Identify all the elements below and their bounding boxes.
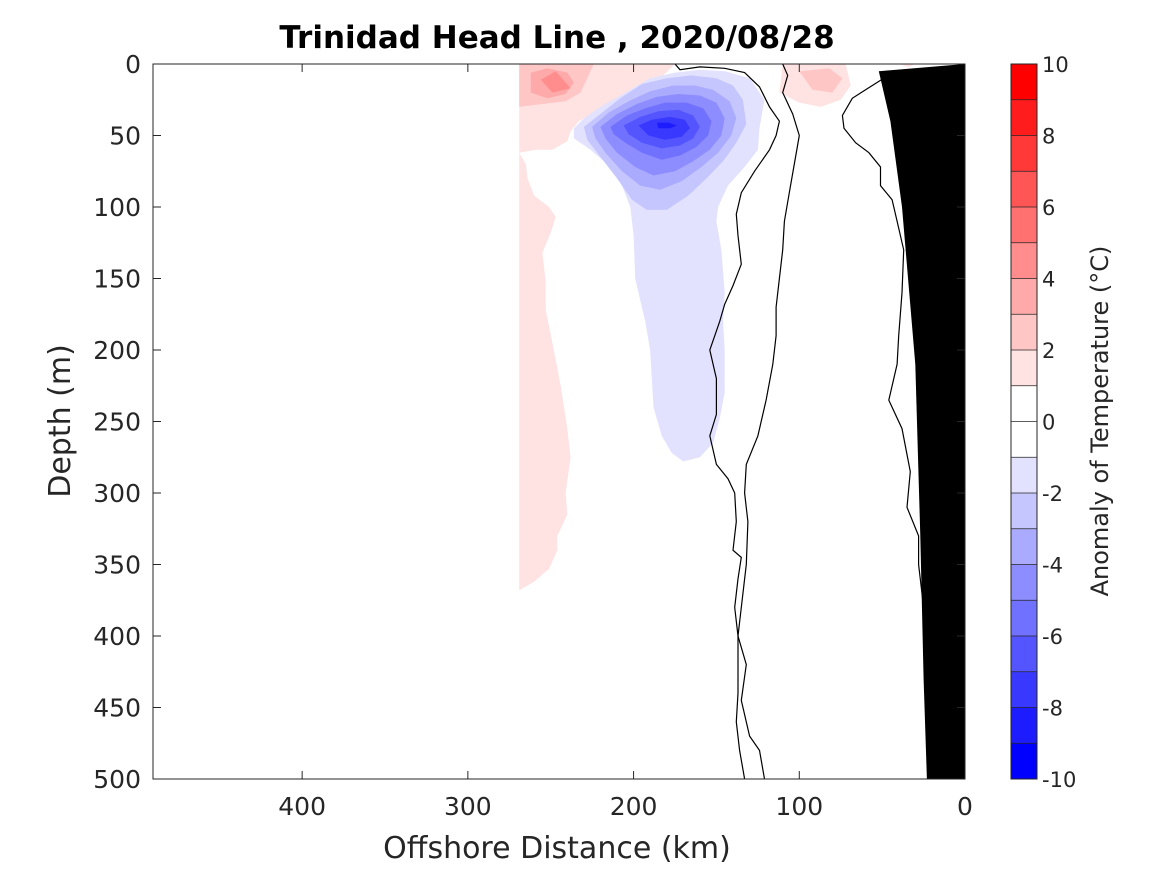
x-tick-label: 400 (278, 792, 326, 821)
y-tick-label: 250 (93, 408, 141, 437)
y-tick-label: 0 (125, 50, 141, 79)
colorbar-swatch (1011, 350, 1037, 386)
x-tick-label: 300 (444, 792, 492, 821)
colorbar-tick-label: 6 (1042, 196, 1055, 220)
colorbar-swatch (1011, 564, 1037, 601)
y-tick-label: 450 (93, 694, 141, 723)
warm-anomaly-core (540, 71, 571, 93)
colorbar-swatch (1011, 671, 1037, 708)
colorbar-tick-label: 2 (1042, 339, 1055, 363)
x-axis: 400 300 200 100 0 (278, 64, 973, 821)
colorbar-swatch (1011, 707, 1037, 744)
colorbar-tick-label: 10 (1042, 53, 1069, 77)
x-tick-label: 100 (775, 792, 823, 821)
colorbar-swatch (1011, 314, 1037, 350)
colorbar-tick-label: -2 (1042, 482, 1063, 506)
zero-contour-coastal-a (841, 77, 930, 708)
colorbar-swatch (1011, 171, 1037, 207)
seafloor-bathymetry (878, 64, 965, 779)
colorbar: 10 8 6 4 2 0 -2 -4 -6 -8 -10 (1010, 53, 1076, 792)
colorbar-frame (1010, 63, 1038, 780)
colorbar-swatch (1011, 743, 1037, 779)
colorbar-tick-label: -6 (1042, 625, 1063, 649)
colorbar-swatch (1011, 385, 1037, 422)
colorbar-swatch (1011, 135, 1037, 172)
y-tick-label: 100 (93, 193, 141, 222)
colorbar-swatch (1011, 457, 1037, 493)
colorbar-tick-label: 0 (1042, 411, 1055, 435)
warm-anomaly-nearshore-core (799, 68, 843, 93)
y-tick-label: 50 (109, 122, 141, 151)
y-tick-label: 500 (93, 765, 141, 794)
y-axis: 0 50 100 150 200 250 300 350 400 450 500 (93, 50, 965, 794)
chart-title: Trinidad Head Line , 2020/08/28 (279, 20, 834, 56)
x-axis-label: Offshore Distance (km) (383, 831, 731, 866)
x-tick-label: 0 (957, 792, 973, 821)
plot-area (152, 63, 966, 780)
colorbar-swatch (1011, 242, 1037, 279)
colorbar-swatch (1011, 207, 1037, 243)
colorbar-tick-label: -10 (1042, 768, 1076, 792)
colorbar-swatch (1011, 99, 1037, 136)
colorbar-tick-label: -8 (1042, 697, 1063, 721)
warm-anomaly-coastal (898, 64, 916, 67)
y-tick-label: 200 (93, 336, 141, 365)
colorbar-swatch (1011, 64, 1037, 100)
colorbar-swatch (1011, 493, 1037, 529)
cold-anomaly-8 (656, 122, 677, 129)
colorbar-tick-label: 8 (1042, 125, 1055, 149)
colorbar-swatch (1011, 421, 1037, 458)
y-tick-label: 150 (93, 265, 141, 294)
colorbar-tick-label: 4 (1042, 268, 1055, 292)
cold-anomaly-7 (638, 116, 690, 140)
colorbar-swatch (1011, 528, 1037, 565)
colorbar-tick-label: -4 (1042, 554, 1063, 578)
colorbar-label: Anomaly of Temperature (°C) (1086, 246, 1114, 597)
colorbar-swatch (1011, 636, 1037, 672)
y-tick-label: 400 (93, 622, 141, 651)
y-tick-label: 300 (93, 479, 141, 508)
y-tick-label: 350 (93, 551, 141, 580)
colorbar-swatch (1011, 278, 1037, 315)
x-tick-label: 200 (610, 792, 658, 821)
y-axis-label: Depth (m) (43, 344, 78, 498)
zero-contour-west (674, 64, 781, 779)
zero-contour-east (735, 64, 800, 779)
warm-anomaly-offshore-deep (519, 152, 571, 591)
colorbar-swatch (1011, 600, 1037, 636)
